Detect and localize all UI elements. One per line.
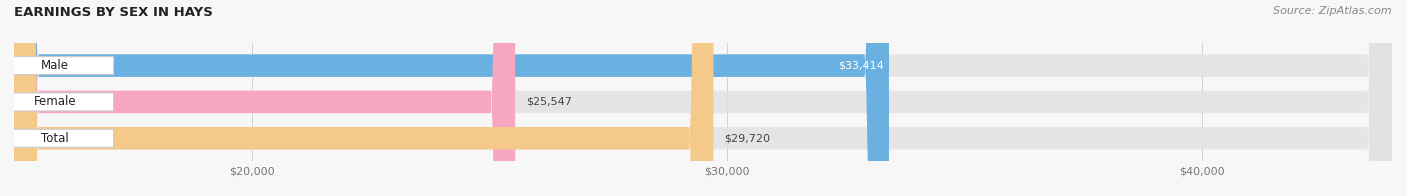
- Text: $33,414: $33,414: [838, 61, 883, 71]
- Text: $25,547: $25,547: [526, 97, 572, 107]
- FancyBboxPatch shape: [14, 0, 1392, 196]
- FancyBboxPatch shape: [14, 0, 1392, 196]
- FancyBboxPatch shape: [14, 0, 889, 196]
- Text: Total: Total: [41, 132, 69, 145]
- FancyBboxPatch shape: [14, 0, 515, 196]
- FancyBboxPatch shape: [0, 93, 114, 111]
- FancyBboxPatch shape: [0, 129, 114, 147]
- Text: Male: Male: [41, 59, 69, 72]
- Text: $29,720: $29,720: [724, 133, 770, 143]
- FancyBboxPatch shape: [14, 0, 713, 196]
- FancyBboxPatch shape: [0, 57, 114, 75]
- FancyBboxPatch shape: [14, 0, 1392, 196]
- Text: EARNINGS BY SEX IN HAYS: EARNINGS BY SEX IN HAYS: [14, 6, 212, 19]
- Text: Source: ZipAtlas.com: Source: ZipAtlas.com: [1274, 6, 1392, 16]
- Text: Female: Female: [34, 95, 76, 108]
